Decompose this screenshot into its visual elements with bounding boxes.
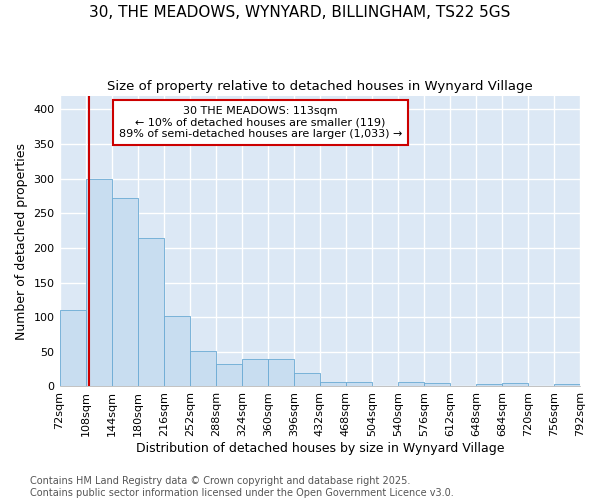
Bar [137,238,164,386]
Text: 30 THE MEADOWS: 113sqm
← 10% of detached houses are smaller (119)
89% of semi-de: 30 THE MEADOWS: 113sqm ← 10% of detached… [119,106,402,139]
Bar [476,384,502,386]
Text: Contains HM Land Registry data © Crown copyright and database right 2025.
Contai: Contains HM Land Registry data © Crown c… [30,476,454,498]
Bar [215,364,242,386]
Bar [59,310,86,386]
Bar [346,382,372,386]
Bar [424,383,450,386]
Bar [86,178,112,386]
Title: Size of property relative to detached houses in Wynyard Village: Size of property relative to detached ho… [107,80,533,93]
Bar [502,383,528,386]
Bar [320,382,346,386]
Bar [112,198,137,386]
Bar [398,382,424,386]
Y-axis label: Number of detached properties: Number of detached properties [15,142,28,340]
Bar [294,372,320,386]
Bar [190,351,215,386]
Bar [554,384,580,386]
X-axis label: Distribution of detached houses by size in Wynyard Village: Distribution of detached houses by size … [136,442,504,455]
Bar [164,316,190,386]
Bar [268,359,294,386]
Bar [242,359,268,386]
Text: 30, THE MEADOWS, WYNYARD, BILLINGHAM, TS22 5GS: 30, THE MEADOWS, WYNYARD, BILLINGHAM, TS… [89,5,511,20]
